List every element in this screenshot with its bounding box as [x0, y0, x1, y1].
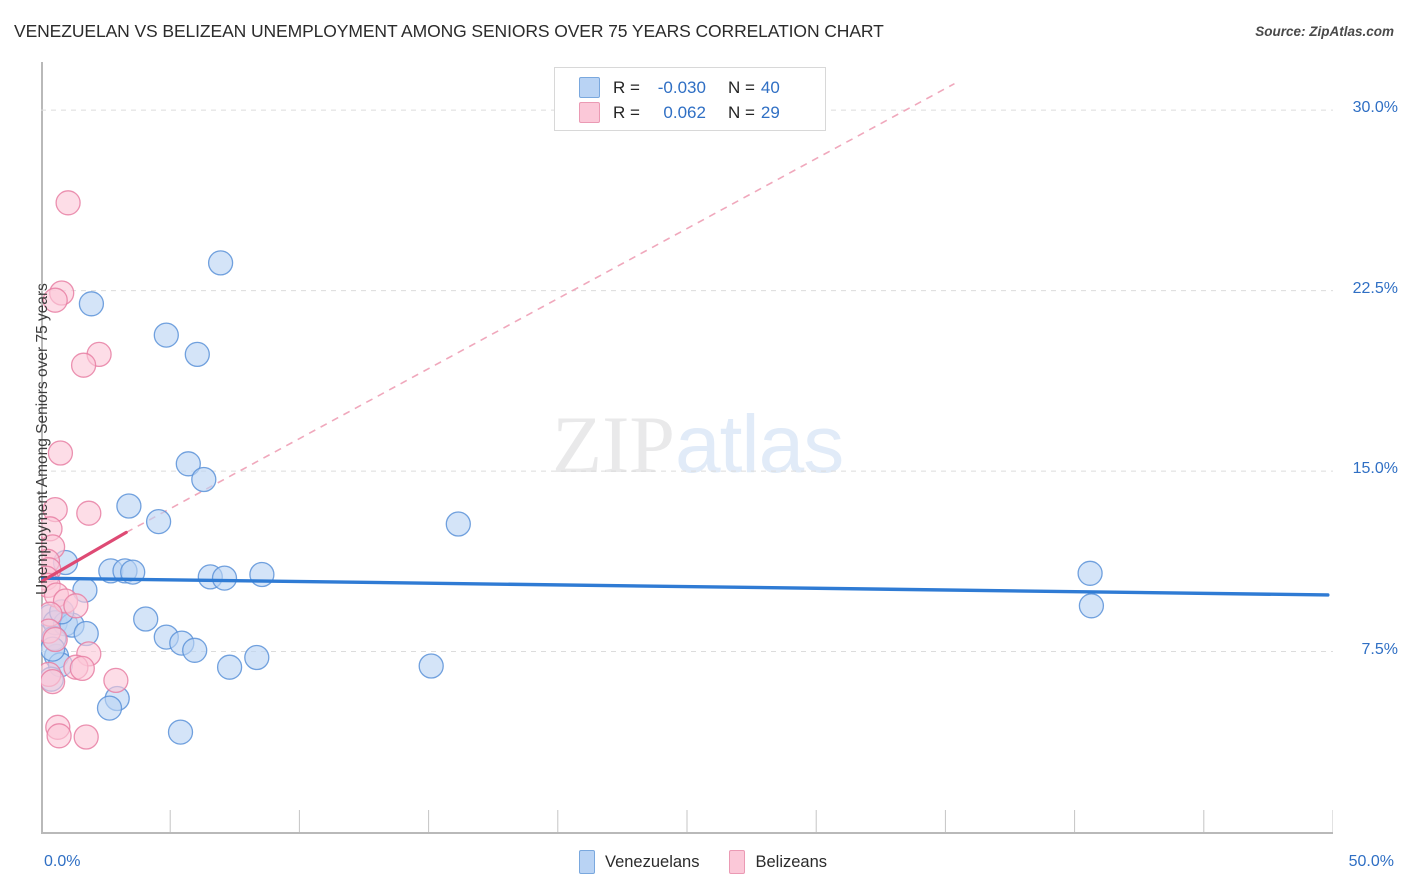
points-venezuelans: [41, 250, 1105, 745]
n-value-venezuelans: 40: [760, 77, 780, 97]
series-swatch-venezuelans: [578, 850, 595, 874]
plot-area: [41, 62, 1333, 832]
data-point[interactable]: [418, 653, 444, 679]
y-tick-label-1: 15.0%: [1352, 460, 1398, 478]
r-value-belizeans: 0.062: [663, 102, 706, 122]
trendline-belizeans: [41, 530, 128, 584]
correlation-row-belizeans: R = 0.062 N = 29: [555, 100, 825, 125]
data-point[interactable]: [103, 667, 129, 694]
data-point[interactable]: [73, 724, 99, 750]
data-point[interactable]: [70, 352, 97, 378]
data-point[interactable]: [63, 593, 89, 619]
series-legend: Venezuelans Belizeans: [0, 850, 1406, 874]
series-label-venezuelans: Venezuelans: [604, 852, 700, 871]
data-point[interactable]: [133, 606, 159, 632]
data-point[interactable]: [96, 695, 123, 721]
y-tick-label-2: 22.5%: [1352, 279, 1398, 297]
r-label-venezuelans: R =: [613, 77, 640, 97]
data-point[interactable]: [78, 291, 105, 317]
r-label-belizeans: R =: [613, 102, 640, 122]
data-point[interactable]: [216, 654, 243, 680]
data-point[interactable]: [153, 322, 179, 348]
y-tick-label-0: 7.5%: [1361, 640, 1398, 658]
page-title: VENEZUELAN VS BELIZEAN UNEMPLOYMENT AMON…: [14, 21, 884, 41]
correlation-legend: R = -0.030 N = 40 R = 0.062 N = 29: [554, 67, 826, 131]
y-tick-label-3: 30.0%: [1352, 99, 1398, 117]
n-label-belizeans: N =: [727, 102, 755, 122]
data-point[interactable]: [249, 561, 275, 588]
data-point[interactable]: [42, 626, 68, 653]
data-point[interactable]: [191, 466, 217, 493]
data-point[interactable]: [46, 723, 72, 749]
data-point[interactable]: [76, 500, 102, 526]
x-axis-line: [41, 832, 1333, 834]
data-point[interactable]: [145, 508, 172, 535]
x-axis-min-label: 0.0%: [44, 853, 81, 870]
data-point[interactable]: [207, 250, 234, 276]
legend-swatch-venezuelans: [579, 77, 600, 98]
data-point[interactable]: [182, 637, 208, 663]
series-label-belizeans: Belizeans: [755, 852, 828, 871]
series-swatch-belizeans: [729, 850, 746, 874]
data-point[interactable]: [1078, 593, 1105, 619]
n-label-venezuelans: N =: [727, 77, 755, 97]
source-label: Source: ZipAtlas.com: [1255, 24, 1394, 39]
data-point[interactable]: [116, 493, 142, 519]
series-legend-item-venezuelans[interactable]: Venezuelans: [578, 850, 700, 874]
data-point[interactable]: [211, 565, 238, 591]
data-point[interactable]: [1077, 560, 1103, 586]
data-point[interactable]: [69, 655, 95, 682]
data-point[interactable]: [244, 644, 270, 671]
data-point[interactable]: [445, 511, 471, 537]
legend-swatch-belizeans: [579, 102, 600, 123]
trendline-venezuelans: [41, 576, 1330, 597]
data-point[interactable]: [55, 190, 81, 216]
correlation-row-venezuelans: R = -0.030 N = 40: [555, 75, 825, 100]
x-axis-max-label: 50.0%: [1348, 853, 1394, 870]
trendline-extension-belizeans: [125, 82, 955, 534]
data-point[interactable]: [42, 287, 68, 313]
y-axis-title: Unemployment Among Seniors over 75 years: [34, 283, 51, 595]
data-point[interactable]: [167, 719, 194, 745]
series-legend-item-belizeans[interactable]: Belizeans: [729, 850, 827, 874]
y-axis-line: [41, 62, 43, 832]
points-belizeans: [41, 190, 129, 750]
scatter-plot-svg: [41, 82, 1333, 832]
data-point[interactable]: [175, 451, 201, 477]
data-point[interactable]: [41, 668, 66, 695]
data-point[interactable]: [184, 341, 210, 368]
r-value-venezuelans: -0.030: [657, 77, 706, 97]
n-value-belizeans: 29: [760, 102, 780, 122]
data-point[interactable]: [47, 440, 74, 466]
